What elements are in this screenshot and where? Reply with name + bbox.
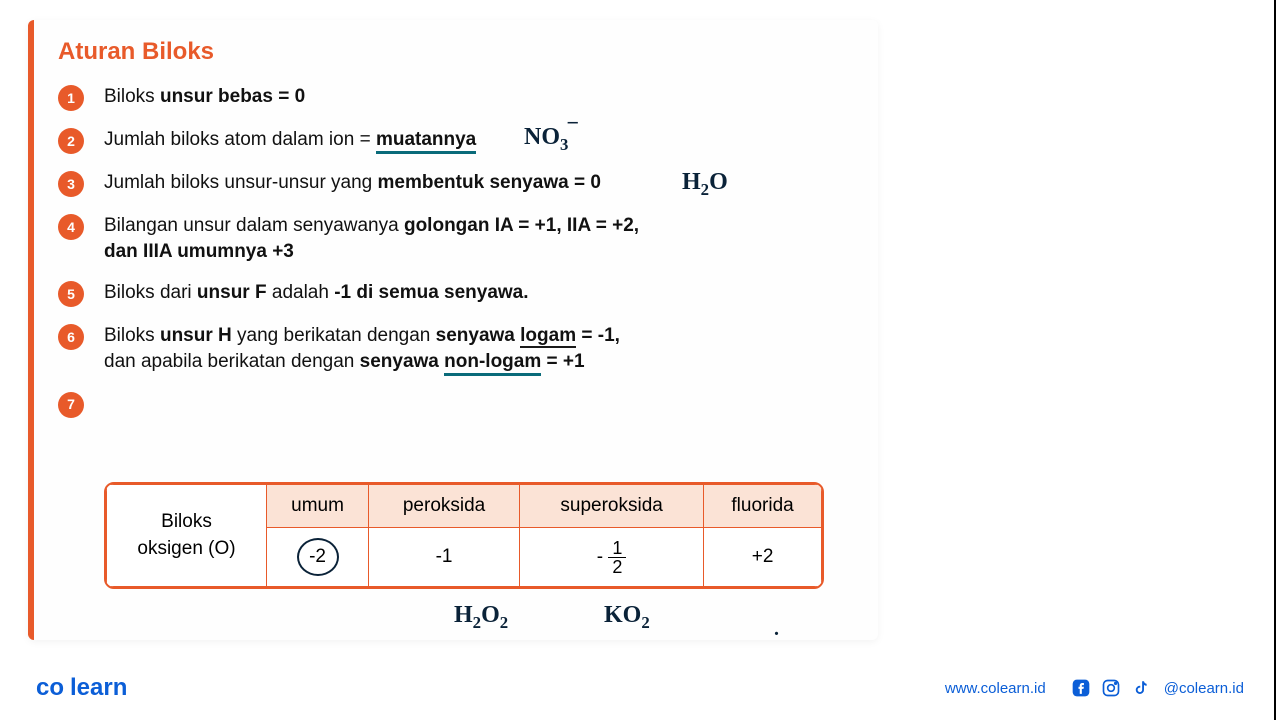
content-card: Aturan Biloks 1 Biloks unsur bebas = 0 2… [28,20,878,640]
handwriting-h2o2: H2O2 [454,602,508,633]
rule-text: Jumlah biloks atom dalam ion = muatannya… [104,127,854,153]
footer-url[interactable]: www.colearn.id [945,680,1046,697]
rule-item-1: 1 Biloks unsur bebas = 0 [58,84,854,111]
fraction: 12 [608,539,626,576]
circled-value: -2 [297,538,339,576]
footer-bar: colearn www.colearn.id @colearn.id [0,674,1280,702]
rule-number: 7 [58,392,84,418]
rule-number: 4 [58,214,84,240]
facebook-icon[interactable] [1070,677,1092,699]
rule-text: Bilangan unsur dalam senyawanya golongan… [104,213,854,264]
table-col-header: peroksida [369,485,520,528]
social-handle[interactable]: @colearn.id [1164,680,1244,697]
rule-item-6: 6 Biloks unsur H yang berikatan dengan s… [58,323,854,374]
instagram-icon[interactable] [1100,677,1122,699]
brand-logo: colearn [36,674,127,702]
handwriting-ko2: KO2 [604,602,650,633]
rule-number: 2 [58,128,84,154]
table-cell: -1 [369,528,520,587]
rule-text: Biloks unsur bebas = 0 [104,84,854,110]
card-title: Aturan Biloks [58,38,854,66]
rule-number: 1 [58,85,84,111]
rule-number: 5 [58,281,84,307]
rules-list: 1 Biloks unsur bebas = 0 2 Jumlah biloks… [58,84,854,418]
table-rowhead: Biloks oksigen (O) [107,485,267,587]
rule-text: Jumlah biloks unsur-unsur yang membentuk… [104,170,854,196]
handwriting-no3: NO3− [524,121,581,156]
oxygen-biloks-table: Biloks oksigen (O) umum peroksida supero… [104,482,824,589]
table-col-header: fluorida [704,485,822,528]
table-cell: - 12 [520,528,704,587]
handwriting-h2o: H2O [682,166,728,201]
right-border-line [1274,0,1276,720]
rule-number: 3 [58,171,84,197]
rule-item-2: 2 Jumlah biloks atom dalam ion = muatann… [58,127,854,154]
table-cell: +2 [704,528,822,587]
social-icons: @colearn.id [1070,677,1244,699]
rule-item-4: 4 Bilangan unsur dalam senyawanya golong… [58,213,854,264]
rule-item-3: 3 Jumlah biloks unsur-unsur yang membent… [58,170,854,197]
tiktok-icon[interactable] [1130,677,1152,699]
rule-text: Biloks dari unsur F adalah -1 di semua s… [104,280,854,306]
handwriting-dot: . [774,618,779,641]
table-col-header: superoksida [520,485,704,528]
table-cell: -2 [267,528,369,587]
rule-item-7: 7 [58,391,854,418]
table-col-header: umum [267,485,369,528]
rule-number: 6 [58,324,84,350]
rule-text: Biloks unsur H yang berikatan dengan sen… [104,323,854,374]
rule-item-5: 5 Biloks dari unsur F adalah -1 di semua… [58,280,854,307]
